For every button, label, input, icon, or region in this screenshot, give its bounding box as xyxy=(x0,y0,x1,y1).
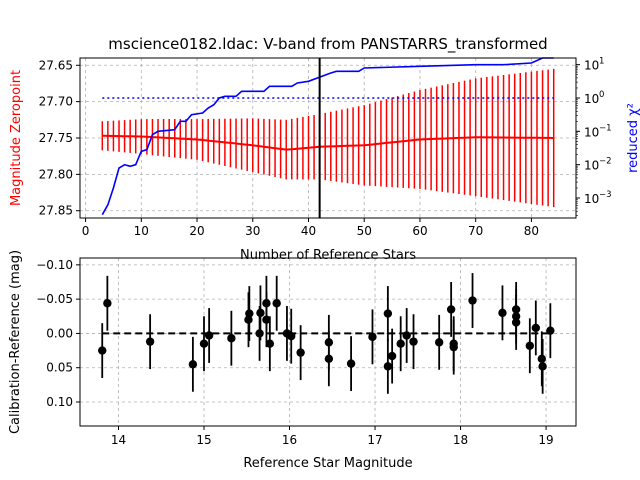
top-right-tick-label: 10 xyxy=(584,92,599,106)
residual-point xyxy=(446,305,456,314)
top-y-tick-label: 27.65 xyxy=(39,58,73,72)
top-x-tick-label: 30 xyxy=(245,224,260,238)
residual-point xyxy=(227,334,236,343)
bottom-y-tick-label: 0.10 xyxy=(46,395,73,409)
residual-point xyxy=(98,346,107,355)
zeropoint-line xyxy=(102,134,554,151)
top-x-tick-label: 70 xyxy=(468,224,483,238)
residual-point xyxy=(272,299,281,308)
residual-point xyxy=(383,309,393,318)
residual-point xyxy=(103,299,112,308)
residual-point xyxy=(265,339,275,348)
bottom-x-tick-label: 17 xyxy=(367,433,382,447)
top-y-tick-label: 27.80 xyxy=(39,167,73,181)
top-right-tick-exponent: 0 xyxy=(599,90,604,100)
residual-point xyxy=(262,315,271,324)
residual-point xyxy=(434,338,444,347)
residual-point xyxy=(296,348,305,357)
residual-point xyxy=(287,331,296,341)
top-right-tick-exponent: −2 xyxy=(599,157,612,167)
top-y-ticks: 27.65 27.70 27.75 27.80 27.85 xyxy=(39,58,80,218)
top-title: mscience0182.ldac: V-band from PANSTARRS… xyxy=(108,35,547,54)
top-right-tick-exponent: 1 xyxy=(599,57,604,67)
residual-point xyxy=(188,360,198,369)
residual-point xyxy=(538,362,547,371)
bottom-y-ticks: −0.10 −0.05 0.00 0.05 0.10 xyxy=(36,258,80,409)
bottom-y-label: Calibration-Reference (mag) xyxy=(8,250,23,434)
zeropoint-series xyxy=(101,68,555,208)
residual-point xyxy=(383,362,393,371)
bottom-x-tick-label: 14 xyxy=(111,433,126,447)
top-right-tick-label: 10 xyxy=(584,159,599,173)
top-y-tick-label: 27.85 xyxy=(39,204,73,218)
top-x-tick-label: 0 xyxy=(82,224,90,238)
bottom-x-label: Reference Star Magnitude xyxy=(243,456,412,471)
top-x-tick-label: 40 xyxy=(301,224,316,238)
residual-point xyxy=(402,331,411,340)
top-y-tick-label: 27.70 xyxy=(39,95,73,109)
top-right-tick-exponent: −3 xyxy=(599,190,612,200)
top-x-tick-label: 20 xyxy=(189,224,204,238)
bottom-frame xyxy=(79,257,577,427)
residual-point xyxy=(511,318,521,327)
top-x-tick-label: 10 xyxy=(134,224,149,238)
residual-point xyxy=(531,323,541,333)
top-right-tick-label: 10 xyxy=(584,192,599,206)
residual-point xyxy=(199,339,209,348)
bottom-axes: 14 15 16 17 18 19 −0.10 −0.05 0.00 0.05 0.10 Refe… xyxy=(8,250,577,471)
residual-point xyxy=(256,308,265,318)
top-y-tick-label: 27.75 xyxy=(39,131,73,145)
bottom-x-tick-label: 19 xyxy=(538,433,553,447)
residual-point xyxy=(546,326,555,335)
residual-point xyxy=(449,342,458,352)
bottom-x-ticks: 14 15 16 17 18 19 xyxy=(111,426,554,447)
top-right-tick-label: 10 xyxy=(584,59,599,73)
top-x-tick-label: 80 xyxy=(524,224,539,238)
residual-point xyxy=(498,308,507,318)
bottom-x-tick-label: 16 xyxy=(282,433,297,447)
bottom-y-tick-label: 0.00 xyxy=(46,326,73,340)
residual-point xyxy=(346,359,356,368)
top-y-label: Magnitude Zeropoint xyxy=(9,70,24,206)
top-x-tick-label: 50 xyxy=(357,224,372,238)
residual-point xyxy=(204,331,214,340)
residual-point xyxy=(525,341,535,350)
residual-point xyxy=(324,338,334,347)
residual-point xyxy=(396,339,405,348)
top-right-tick-exponent: −1 xyxy=(599,123,612,133)
chi2-series xyxy=(101,57,554,216)
top-x-label: Number of Reference Stars xyxy=(240,248,416,263)
bottom-x-tick-label: 18 xyxy=(453,433,468,447)
top-y-right-label: reduced χ² xyxy=(626,103,640,173)
top-x-tick-label: 60 xyxy=(412,224,427,238)
bottom-y-tick-label: −0.10 xyxy=(36,258,73,272)
bottom-y-tick-label: 0.05 xyxy=(46,361,73,375)
residual-point xyxy=(468,296,477,305)
residual-point xyxy=(245,309,254,318)
bottom-y-tick-label: −0.05 xyxy=(36,292,73,306)
residual-point xyxy=(145,337,155,346)
residual-point xyxy=(409,337,418,346)
top-axes: mscience0182.ldac: V-band from PANSTARRS… xyxy=(9,35,640,263)
residual-points xyxy=(98,273,555,394)
residual-point xyxy=(368,332,377,342)
top-x-ticks: 0 10 20 30 40 50 60 70 80 xyxy=(82,218,539,238)
residual-point xyxy=(387,351,397,361)
bottom-x-tick-label: 15 xyxy=(196,433,211,447)
top-right-tick-label: 10 xyxy=(584,125,599,139)
